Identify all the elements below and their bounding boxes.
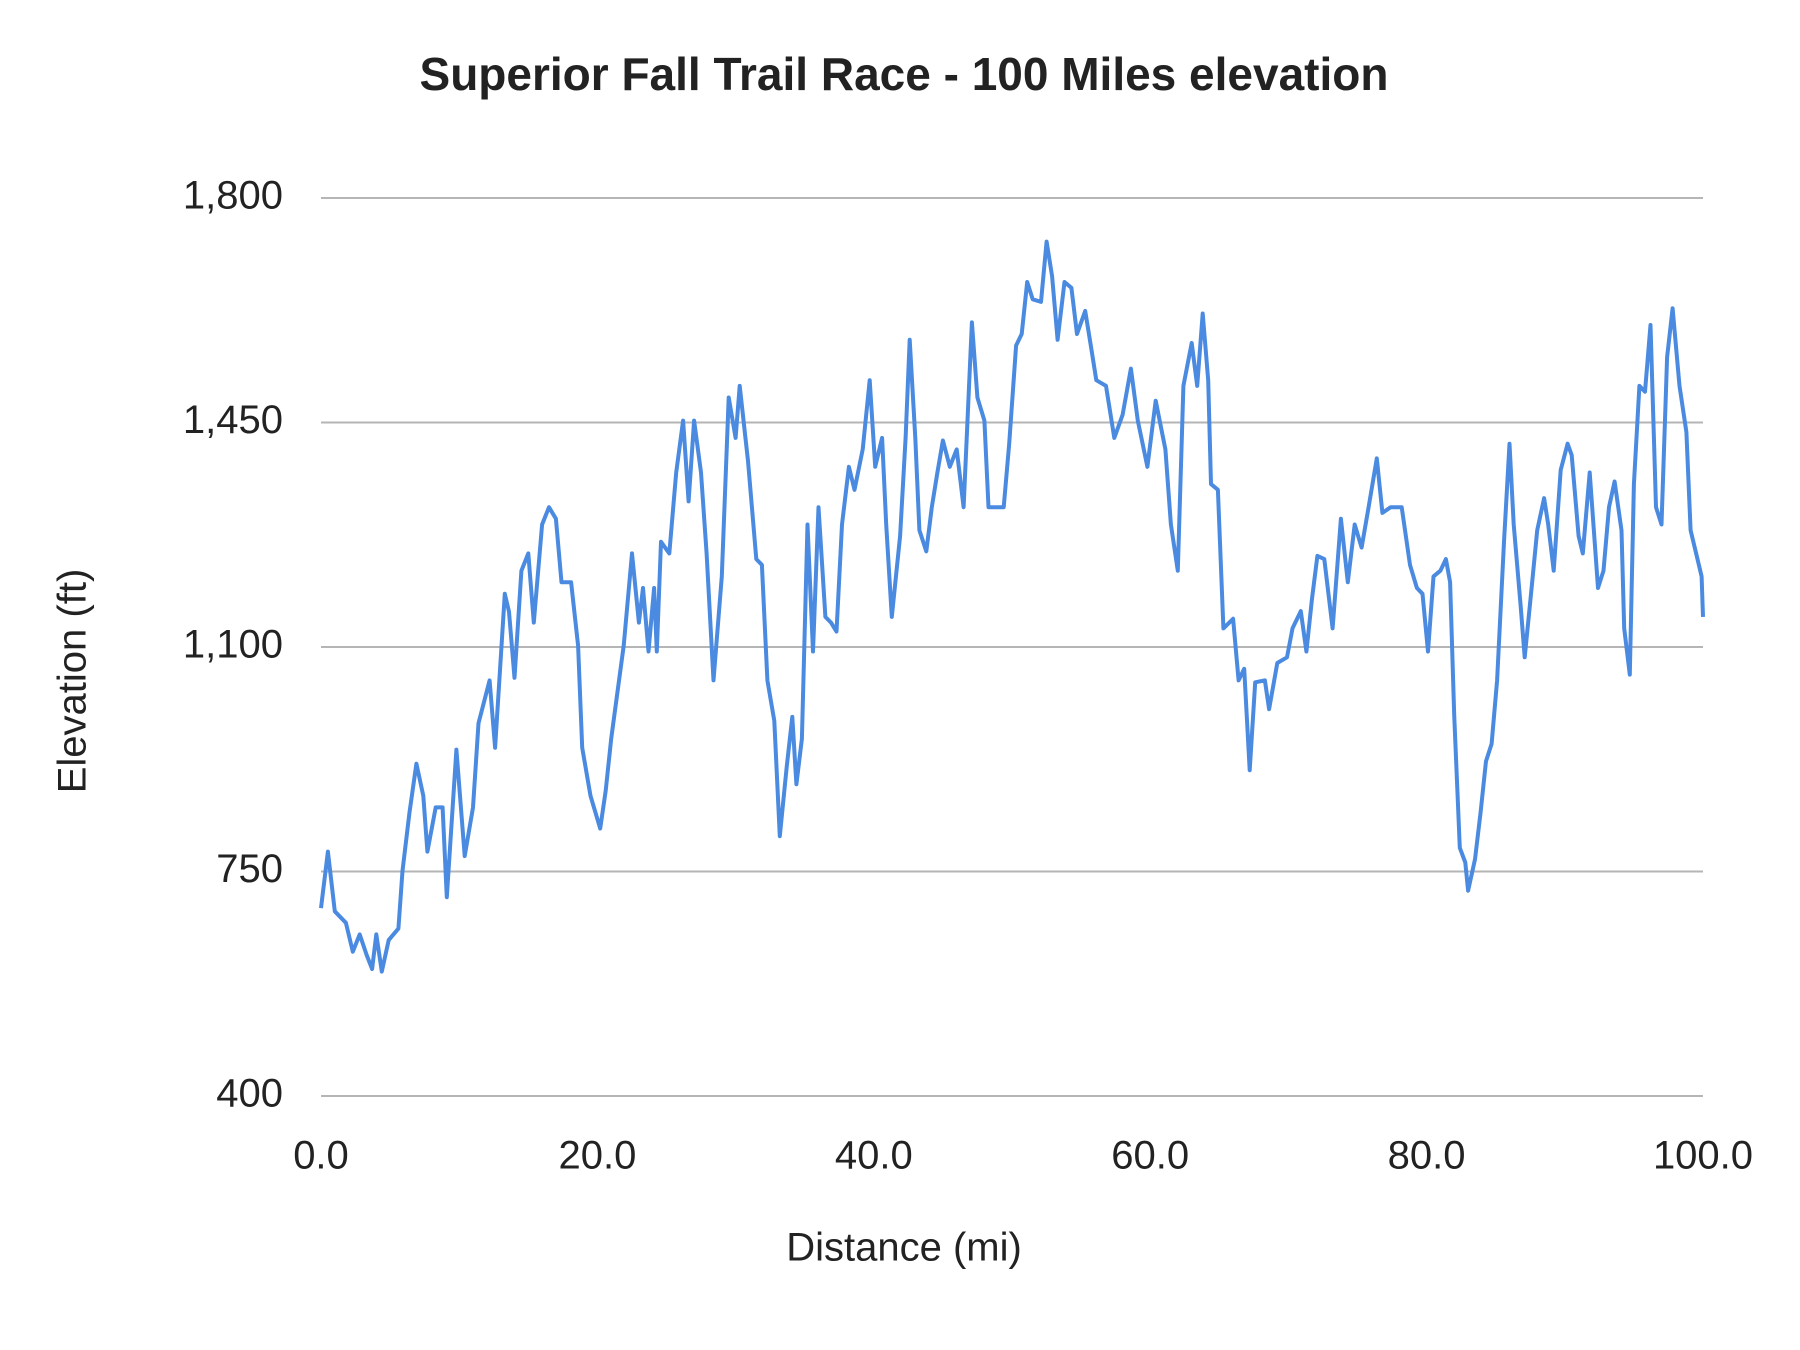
elevation-line xyxy=(319,239,1705,974)
y-tick-label: 1,800 xyxy=(183,174,283,218)
x-tick-label: 20.0 xyxy=(558,1134,636,1178)
y-tick-label: 1,100 xyxy=(183,623,283,667)
chart-title: Superior Fall Trail Race - 100 Miles ele… xyxy=(420,48,1389,100)
x-tick-label: 80.0 xyxy=(1388,1134,1466,1178)
x-tick-label: 0.0 xyxy=(293,1134,349,1178)
x-tick-label: 40.0 xyxy=(835,1134,913,1178)
x-tick-label: 100.0 xyxy=(1653,1134,1753,1178)
x-tick-label: 60.0 xyxy=(1111,1134,1189,1178)
x-axis-title: Distance (mi) xyxy=(786,1226,1022,1270)
y-tick-label: 750 xyxy=(216,847,283,891)
y-tick-label: 400 xyxy=(216,1072,283,1116)
y-axis-title: Elevation (ft) xyxy=(51,569,95,794)
y-tick-label: 1,450 xyxy=(183,398,283,442)
